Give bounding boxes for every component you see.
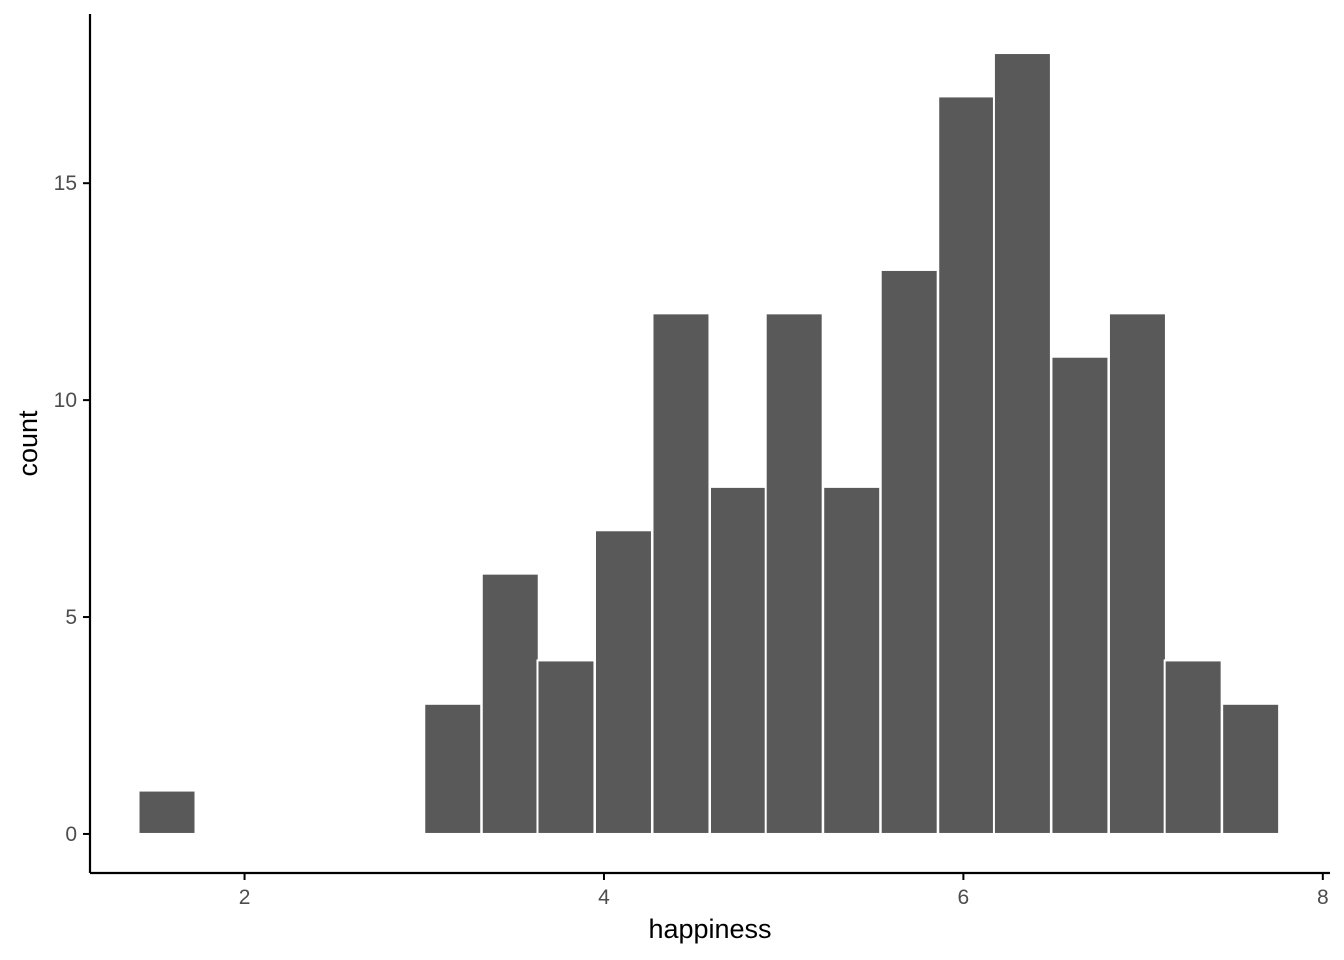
histogram-bar [709, 485, 768, 835]
histogram-bar [879, 268, 939, 835]
histogram-bar [137, 789, 197, 835]
x-tick-label: 8 [1317, 886, 1329, 909]
histogram-bar [937, 95, 997, 835]
histogram-bar [1163, 659, 1223, 835]
x-axis-title: happiness [648, 914, 771, 944]
histogram-bar [764, 312, 824, 835]
histogram-bar [651, 312, 711, 835]
histogram-bar [1107, 312, 1167, 835]
histogram-bar [1050, 355, 1110, 835]
x-axis: 2 4 6 8 [90, 871, 1330, 909]
y-tick-label: 10 [54, 389, 77, 412]
y-tick-label: 5 [65, 606, 77, 629]
x-tick-label: 6 [958, 886, 970, 909]
histogram-bar [1221, 702, 1281, 835]
y-tick-label: 15 [54, 172, 77, 195]
histogram-bar [593, 529, 653, 835]
y-tick-label: 0 [65, 823, 77, 846]
histogram-bar [992, 52, 1052, 835]
y-axis-title: count [13, 410, 43, 477]
x-tick-label: 2 [239, 886, 251, 909]
x-tick-label: 4 [598, 886, 610, 909]
histogram-bar [480, 572, 540, 835]
histogram-bars [137, 52, 1281, 835]
y-axis: 0 5 10 15 [54, 14, 92, 873]
histogram-bar [423, 702, 483, 835]
histogram-bar [536, 659, 596, 835]
histogram-bar [822, 485, 882, 835]
